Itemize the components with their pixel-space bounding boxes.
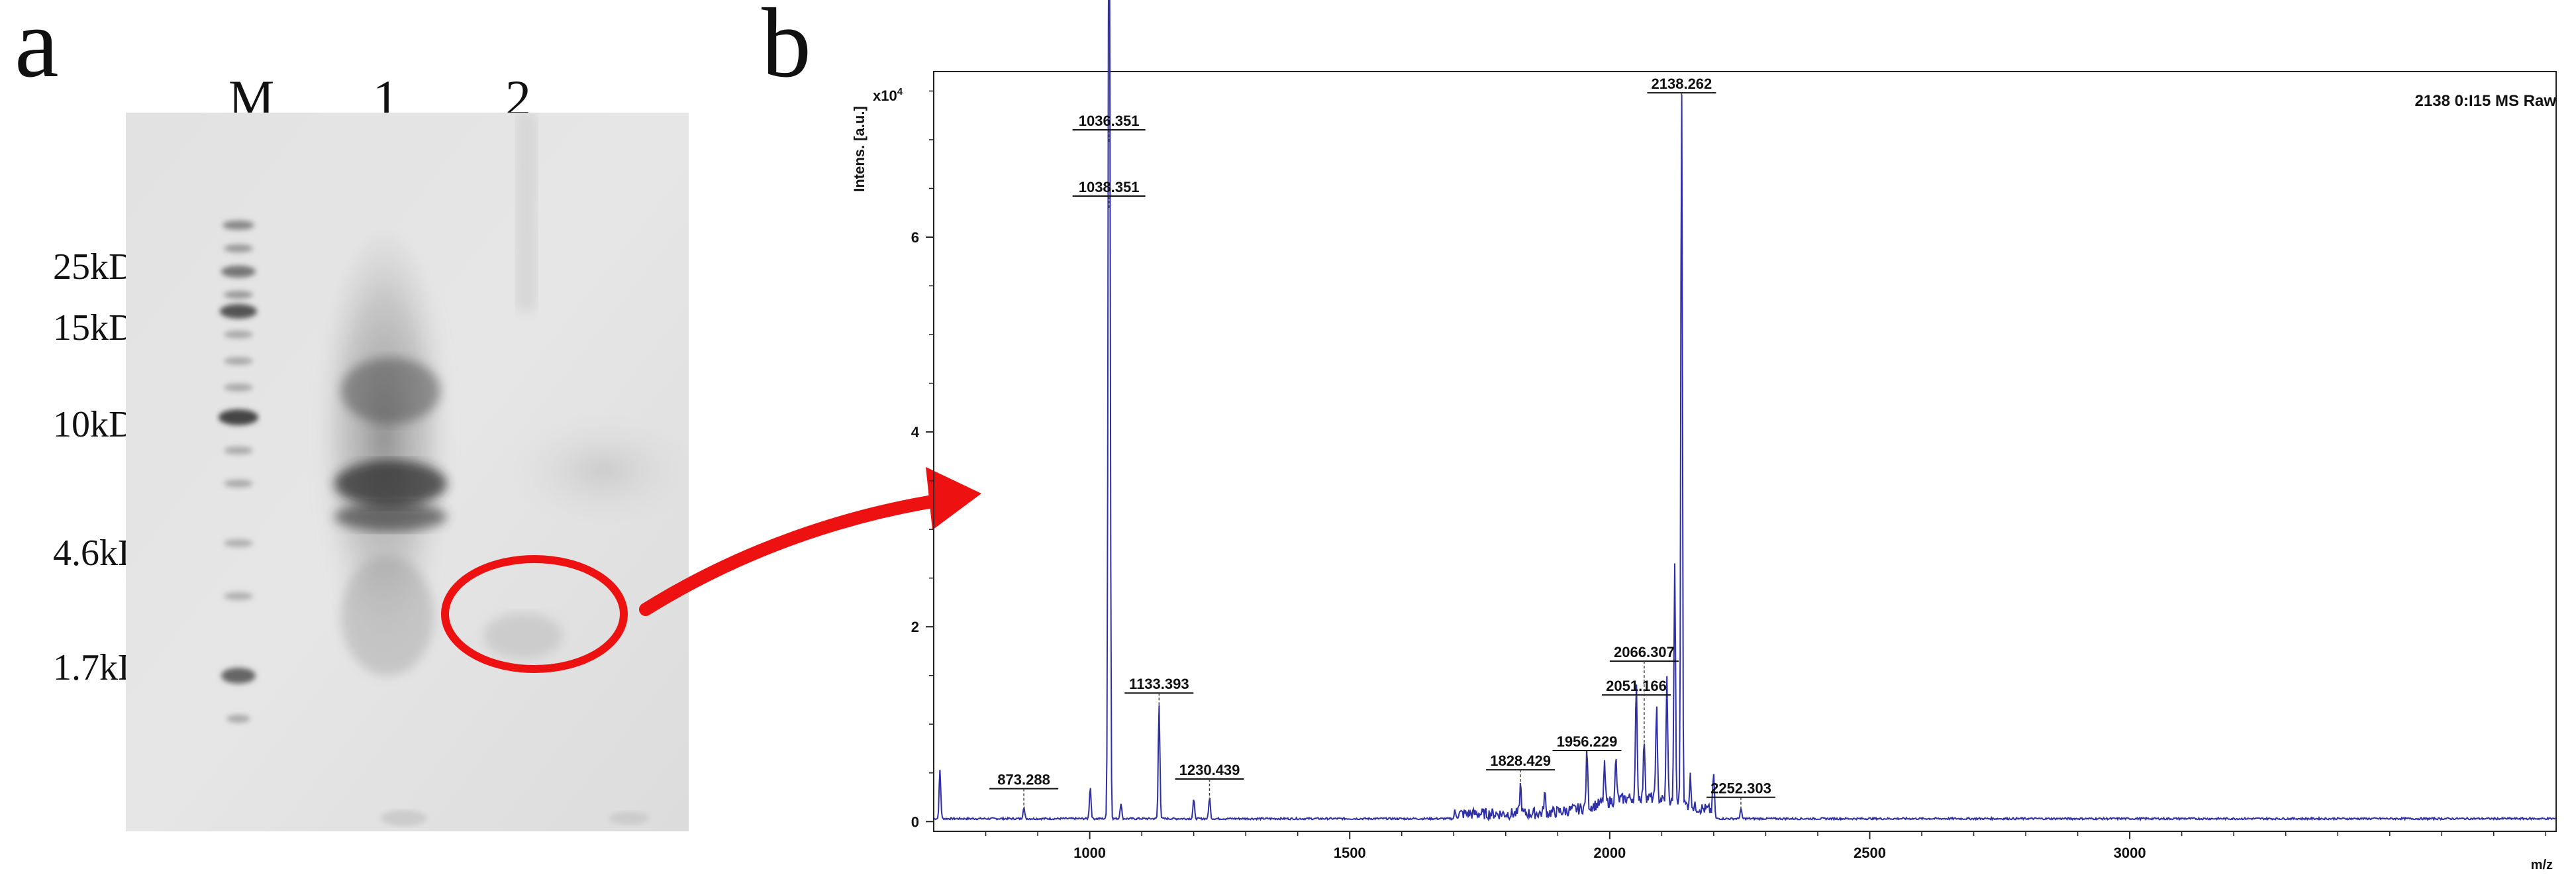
arrow-shaft bbox=[639, 492, 960, 616]
ms-y-tick-label: 0 bbox=[911, 813, 919, 830]
ms-axes: 1000 1500 2000 2500 3000 0 2 4 6 bbox=[911, 71, 2557, 861]
ms-peak-label: 2252.303 bbox=[1706, 780, 1775, 812]
ms-x-axis-label: m/z bbox=[2531, 858, 2553, 872]
ms-peak-label-text: 2051.166 bbox=[1606, 678, 1667, 694]
ms-peak-label-text: 1036.351 bbox=[1079, 113, 1140, 129]
ms-trace-line bbox=[933, 0, 2557, 822]
lane-2-smear bbox=[483, 113, 689, 659]
ms-x-tick-label: 1500 bbox=[1334, 845, 1366, 861]
marker-ladder bbox=[219, 221, 258, 723]
ms-peak-label-stacked: 1036.351 bbox=[1072, 113, 1146, 143]
ms-peak-label-text: 1956.229 bbox=[1557, 733, 1618, 750]
ms-title: 2138 0:I15 MS Raw bbox=[2415, 92, 2557, 110]
panel-b-label: b bbox=[762, 0, 811, 98]
ms-peak-label: 1133.393 bbox=[1124, 676, 1194, 708]
ms-peak-label-text: 1133.393 bbox=[1129, 676, 1189, 692]
ms-peak-label: 1956.229 bbox=[1552, 733, 1622, 766]
gel-svg bbox=[126, 113, 689, 831]
ms-peak-label-text: 873.288 bbox=[997, 772, 1050, 788]
ms-peak-label: 2138.262 bbox=[1647, 76, 1716, 101]
ms-plot-frame bbox=[933, 71, 2557, 832]
ms-x-tick-label: 1000 bbox=[1073, 845, 1106, 861]
ms-peak-label-text: 2252.303 bbox=[1710, 780, 1771, 797]
ms-y-tick-label: 4 bbox=[911, 424, 920, 441]
highlight-circle bbox=[441, 555, 628, 673]
ms-peak-label-stacked: 1038.351 bbox=[1072, 179, 1146, 209]
ms-peak-label-text: 1828.429 bbox=[1490, 753, 1551, 769]
ms-peak-label: 2066.307 bbox=[1609, 644, 1679, 764]
ms-x-tick-label: 2000 bbox=[1593, 845, 1626, 861]
ms-y-tick-label: 2 bbox=[911, 619, 919, 635]
ms-spectrum-trace bbox=[933, 0, 2557, 822]
ms-peak-label-text: 1230.439 bbox=[1179, 762, 1240, 778]
ms-peak-labels: 873.288 1133.393 1230.439 1828.429 1956.229 2… bbox=[989, 76, 1775, 812]
ms-peak-label-text: 1038.351 bbox=[1079, 179, 1140, 195]
panel-a-label: a bbox=[15, 0, 59, 98]
ms-peak-label: 2051.166 bbox=[1602, 678, 1671, 710]
ms-y-axis-label: Intens. [a.u.] bbox=[851, 106, 867, 192]
ms-y-multiplier: x104 bbox=[873, 86, 903, 104]
ms-y-tick-label: 6 bbox=[911, 229, 919, 246]
lane-1-smear bbox=[315, 232, 454, 682]
arrow-head bbox=[926, 467, 981, 530]
ms-peak-label: 873.288 bbox=[989, 772, 1059, 810]
ms-x-tick-label: 2500 bbox=[1854, 845, 1886, 861]
gel-image bbox=[126, 113, 689, 831]
ms-x-tick-label: 3000 bbox=[2114, 845, 2146, 861]
ms-peak-label-text: 2066.307 bbox=[1614, 644, 1675, 660]
ms-peak-label-text: 2138.262 bbox=[1652, 76, 1712, 92]
ms-peak-label: 1828.429 bbox=[1486, 753, 1556, 793]
ms-peak-label: 1230.439 bbox=[1175, 762, 1244, 800]
